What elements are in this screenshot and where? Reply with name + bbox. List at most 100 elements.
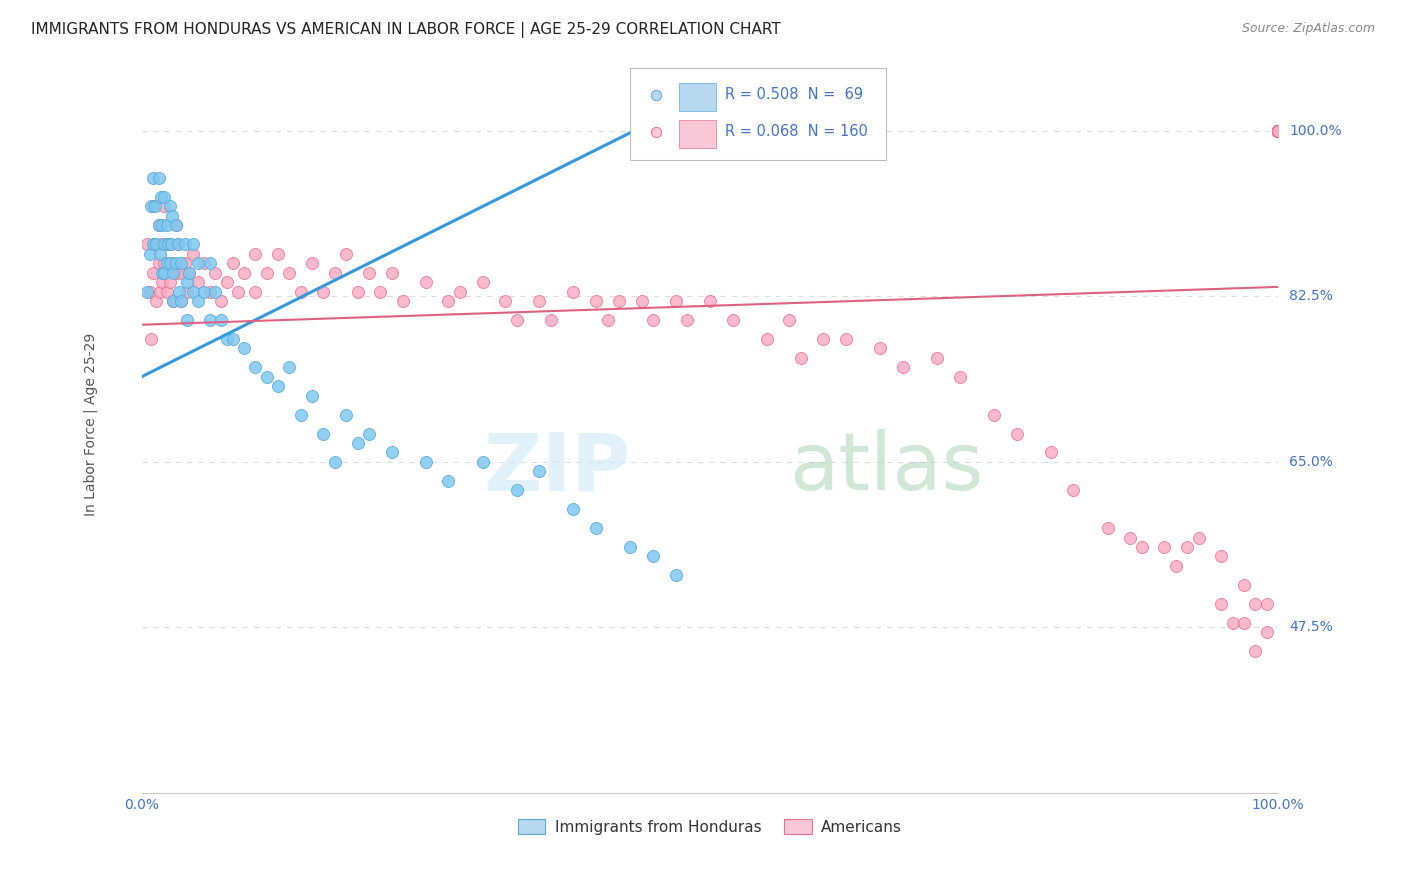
Text: 100.0%: 100.0% (1289, 124, 1341, 138)
Point (721, 313, 744, 327)
Point (676, 313, 699, 327)
Point (1267, 124, 1289, 138)
Point (790, 351, 813, 365)
Point (1244, 644, 1267, 658)
Point (256, 369, 278, 384)
Point (540, 313, 562, 327)
Point (232, 266, 254, 280)
Point (1233, 578, 1256, 592)
Point (153, 199, 176, 213)
Point (290, 285, 312, 299)
Point (1119, 531, 1142, 545)
Point (1211, 597, 1233, 611)
Point (245, 360, 267, 375)
Point (1267, 124, 1289, 138)
Point (529, 464, 551, 478)
Text: R = 0.068  N = 160: R = 0.068 N = 160 (724, 124, 868, 139)
Point (301, 389, 323, 403)
Point (346, 285, 368, 299)
Text: 65.0%: 65.0% (1289, 455, 1333, 469)
Point (187, 294, 209, 309)
Point (596, 313, 619, 327)
Point (368, 285, 391, 299)
Point (641, 313, 664, 327)
Point (162, 266, 184, 280)
Point (160, 237, 183, 252)
Point (165, 219, 187, 233)
Point (1267, 124, 1289, 138)
Point (165, 219, 187, 233)
Point (162, 294, 184, 309)
Point (891, 360, 914, 375)
Point (1267, 124, 1289, 138)
Point (1267, 124, 1289, 138)
Point (494, 294, 516, 309)
Point (813, 332, 835, 346)
Point (142, 237, 165, 252)
Point (139, 332, 162, 346)
Point (198, 313, 221, 327)
Point (204, 285, 226, 299)
Point (1267, 124, 1289, 138)
Point (153, 237, 176, 252)
Point (983, 408, 1005, 422)
Point (437, 294, 460, 309)
Point (699, 294, 721, 309)
Point (1256, 597, 1278, 611)
Point (869, 342, 891, 356)
Point (187, 256, 209, 270)
Point (1267, 124, 1289, 138)
Point (143, 199, 166, 213)
Point (1130, 540, 1153, 554)
Point (159, 256, 181, 270)
Point (1267, 124, 1289, 138)
Point (335, 247, 357, 261)
Point (346, 436, 368, 450)
Point (949, 369, 972, 384)
Point (415, 275, 437, 289)
Point (335, 408, 357, 422)
Point (290, 408, 312, 422)
Point (267, 379, 290, 393)
Point (1267, 124, 1289, 138)
Point (1267, 124, 1289, 138)
Point (449, 285, 471, 299)
Point (1164, 558, 1187, 573)
Point (1267, 124, 1289, 138)
Point (607, 294, 630, 309)
Point (1267, 124, 1289, 138)
Text: 82.5%: 82.5% (1289, 289, 1333, 303)
Point (145, 294, 167, 309)
Point (173, 256, 195, 270)
Point (1267, 124, 1289, 138)
Point (153, 256, 176, 270)
Point (1267, 124, 1289, 138)
Point (256, 266, 278, 280)
Point (176, 275, 198, 289)
Point (198, 285, 221, 299)
Point (585, 294, 607, 309)
Point (1267, 124, 1289, 138)
Point (162, 209, 184, 223)
Legend: Immigrants from Honduras, Americans: Immigrants from Honduras, Americans (512, 813, 908, 840)
Point (1267, 124, 1289, 138)
Text: ZIP: ZIP (484, 429, 630, 508)
Point (1267, 124, 1289, 138)
Point (139, 199, 162, 213)
Point (278, 266, 301, 280)
Point (1267, 124, 1289, 138)
Point (1267, 124, 1289, 138)
Point (176, 285, 198, 299)
Point (1267, 124, 1289, 138)
Point (1097, 521, 1119, 535)
Point (1267, 124, 1289, 138)
Text: IMMIGRANTS FROM HONDURAS VS AMERICAN IN LABOR FORCE | AGE 25-29 CORRELATION CHAR: IMMIGRANTS FROM HONDURAS VS AMERICAN IN … (31, 22, 780, 38)
Point (155, 285, 177, 299)
Point (150, 219, 173, 233)
Point (209, 294, 232, 309)
Point (149, 285, 172, 299)
Point (1256, 625, 1278, 640)
Text: In Labor Force | Age 25-29: In Labor Force | Age 25-29 (83, 333, 97, 516)
Point (1153, 540, 1175, 554)
Point (1267, 124, 1289, 138)
